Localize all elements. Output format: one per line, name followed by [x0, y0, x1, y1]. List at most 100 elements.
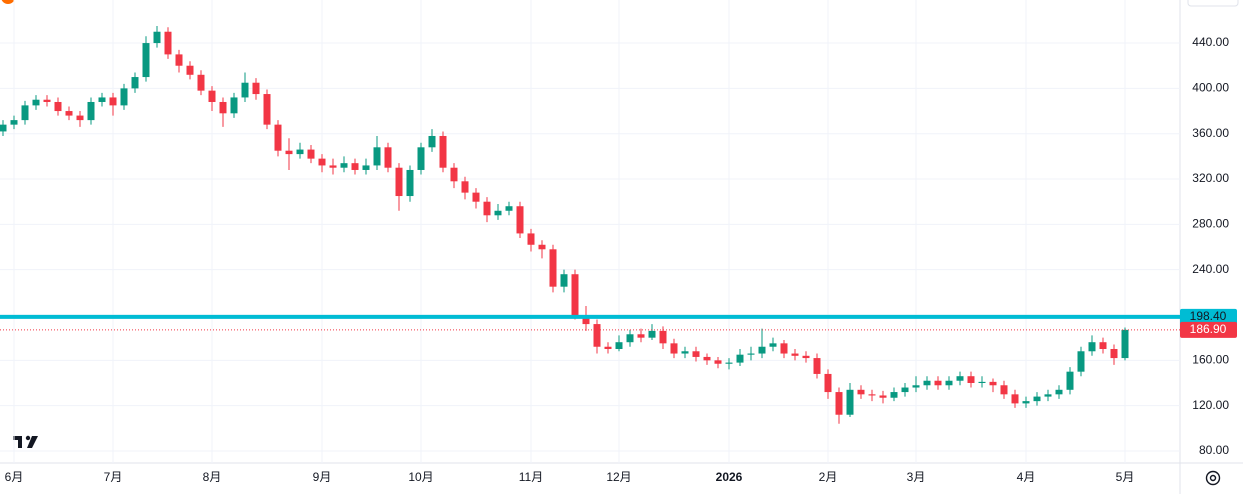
- candle-body: [21, 105, 29, 121]
- candle-body: [197, 74, 205, 91]
- candle-body: [219, 101, 227, 114]
- price-label: 198.40: [1190, 309, 1227, 323]
- candle-body: [758, 346, 766, 354]
- candle-body: [153, 31, 161, 44]
- candle-body: [945, 380, 953, 386]
- candle-body: [879, 395, 887, 398]
- candle-body: [912, 385, 920, 388]
- candle-body: [681, 351, 689, 354]
- candle-body: [890, 392, 898, 398]
- y-tick-label: 440.00: [1192, 35, 1229, 49]
- candle-body: [989, 381, 997, 386]
- candle-body: [186, 65, 194, 75]
- candle-body: [868, 394, 876, 396]
- candle-body: [802, 355, 810, 359]
- candle-body: [549, 249, 557, 287]
- candle-body: [362, 165, 370, 170]
- candle-body: [857, 389, 865, 395]
- candle-body: [967, 376, 975, 384]
- candle-body: [65, 111, 73, 116]
- y-tick-label: 120.00: [1192, 398, 1229, 412]
- candle-body: [472, 192, 480, 202]
- settings-icon[interactable]: [1205, 470, 1221, 486]
- candle-body: [329, 165, 337, 168]
- candle-body: [1110, 349, 1118, 359]
- candle-body: [340, 163, 348, 168]
- candle-body: [395, 167, 403, 197]
- y-tick-label: 400.00: [1192, 81, 1229, 95]
- candle-body: [824, 373, 832, 393]
- candle-body: [1077, 351, 1085, 372]
- candle-body: [747, 353, 755, 355]
- x-tick-label: 11月: [519, 470, 543, 484]
- candle-body: [450, 167, 458, 182]
- candle-body: [230, 97, 238, 114]
- candle-body: [648, 330, 656, 338]
- last-price-label-bg: [1180, 321, 1237, 338]
- tv-logo: [13, 435, 38, 448]
- candle-body: [978, 381, 986, 384]
- candle-body: [1066, 371, 1074, 390]
- candle-body: [604, 346, 612, 350]
- x-tick-label: 9月: [313, 470, 332, 484]
- candle-body: [98, 97, 106, 102]
- candle-body: [241, 82, 249, 98]
- x-tick-label: 4月: [1017, 470, 1036, 484]
- candle-body: [263, 94, 271, 125]
- candle-body: [406, 169, 414, 197]
- candle-body: [87, 101, 95, 121]
- y-tick-label: 360.00: [1192, 126, 1229, 140]
- candle-body: [1121, 329, 1129, 359]
- candle-body: [593, 324, 601, 347]
- candle-body: [285, 150, 293, 155]
- button[interactable]: [1187, 0, 1239, 7]
- candle-body: [813, 358, 821, 374]
- y-tick-label: 280.00: [1192, 217, 1229, 231]
- candle-body: [1033, 396, 1041, 402]
- candle-body: [0, 124, 7, 132]
- candle-body: [1044, 394, 1052, 397]
- candle-body: [208, 90, 216, 102]
- candle-body: [32, 99, 40, 106]
- candle-body: [769, 343, 777, 347]
- candle-body: [252, 82, 260, 95]
- candle-body: [725, 362, 733, 364]
- candle-body: [43, 99, 51, 102]
- candle-body: [318, 158, 326, 166]
- x-tick-label: 2026: [716, 470, 743, 484]
- candle-body: [527, 233, 535, 245]
- candle-body: [956, 376, 964, 381]
- x-tick-label: 10月: [408, 470, 433, 484]
- candle-body: [571, 274, 579, 316]
- candle-body: [417, 147, 425, 170]
- candle-body: [516, 206, 524, 234]
- candle-body: [780, 343, 788, 354]
- candle-body: [901, 387, 909, 393]
- logo-dot: [1, 0, 15, 4]
- candle-body: [846, 389, 854, 415]
- candle-body: [164, 31, 172, 55]
- candle-body: [1099, 342, 1107, 350]
- candle-body: [659, 330, 667, 344]
- candle-body: [835, 392, 843, 415]
- y-tick-label: 240.00: [1192, 262, 1229, 276]
- candle-body: [615, 342, 623, 350]
- candle-body: [54, 101, 62, 112]
- candle-body: [934, 380, 942, 386]
- candle-body: [483, 201, 491, 216]
- x-tick-label: 5月: [1116, 470, 1135, 484]
- candle-body: [736, 354, 744, 363]
- candle-body: [461, 181, 469, 193]
- candle-body: [1088, 342, 1096, 352]
- candle-body: [76, 115, 84, 121]
- candle-body: [120, 88, 128, 106]
- candles: [0, 26, 1129, 424]
- last-price-label: 186.90: [1190, 322, 1227, 336]
- price-label-bg: [1180, 308, 1237, 325]
- candle-body: [494, 210, 502, 216]
- candle-body: [791, 353, 799, 356]
- candle-body: [538, 244, 546, 250]
- x-tick-label: 12月: [606, 470, 631, 484]
- candle-body: [10, 120, 18, 125]
